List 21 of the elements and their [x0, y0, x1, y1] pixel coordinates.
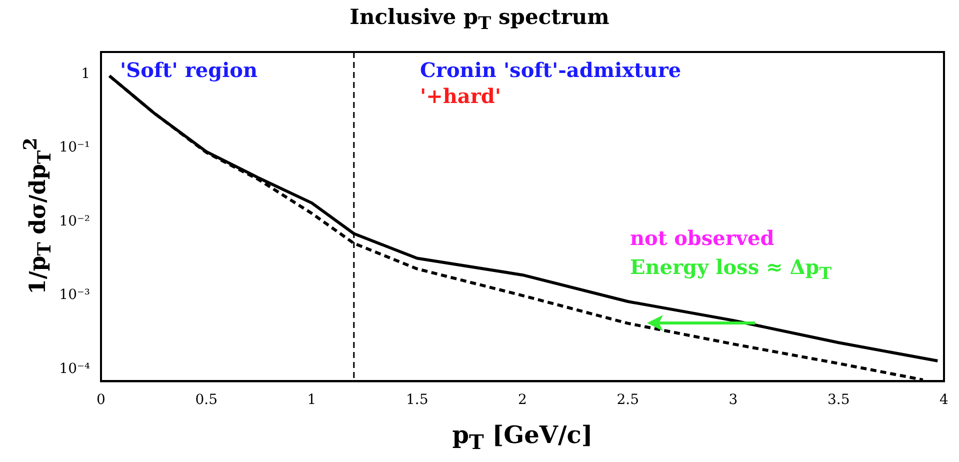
annotation: Cronin 'soft'-admixture — [420, 58, 682, 82]
x-tick-label: 3.5 — [827, 392, 850, 408]
x-tick-label: 4 — [940, 392, 949, 408]
annotation: not observed — [630, 226, 774, 250]
x-tick-label: 2.5 — [616, 392, 640, 408]
y-tick-label: 10⁻³ — [59, 287, 90, 304]
x-tick-label: 1 — [307, 392, 316, 408]
annotation: Energy loss ≈ Δp$_{T}$ — [630, 255, 832, 283]
annotation: '+hard' — [420, 84, 502, 108]
chart-title: Inclusive p$_{T}$ spectrum — [348, 4, 610, 34]
x-tick-label: 0 — [96, 392, 106, 408]
y-tick-label: 10⁻⁴ — [59, 360, 90, 377]
y-tick-label: 10⁻¹ — [59, 140, 90, 156]
annotation: 'Soft' region — [120, 58, 258, 82]
x-tick-label: 1.5 — [406, 392, 428, 408]
x-axis-title: p$_{T}$ [GeV/c] — [451, 420, 594, 454]
x-tick-label: 2 — [518, 392, 527, 408]
x-tick-label: 3 — [728, 392, 738, 408]
y-tick-label: 1 — [81, 66, 90, 82]
y-tick-label: 10⁻² — [59, 213, 90, 230]
x-tick-label: 0.5 — [195, 392, 218, 408]
